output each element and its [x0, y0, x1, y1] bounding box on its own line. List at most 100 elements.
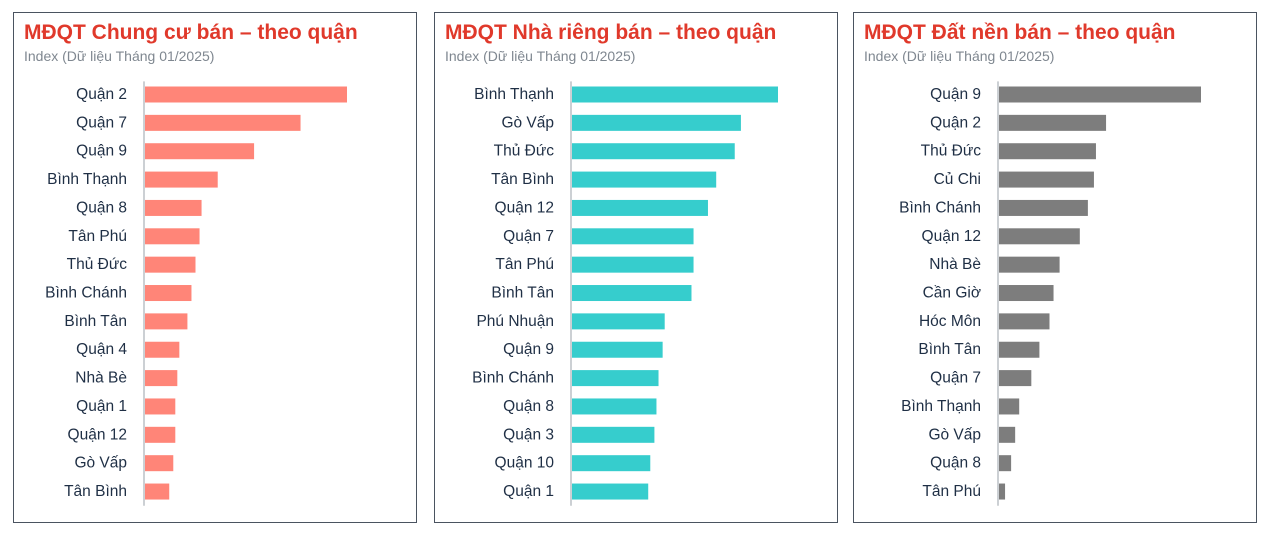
- bar: [999, 398, 1020, 415]
- category-label: Bình Chánh: [899, 199, 981, 216]
- bar: [145, 114, 301, 131]
- bar: [572, 228, 694, 245]
- bar: [999, 285, 1054, 302]
- bar: [999, 171, 1094, 188]
- category-label: Tân Bình: [64, 483, 127, 500]
- category-label: Quận 12: [68, 426, 127, 443]
- category-label: Gò Vấp: [501, 114, 554, 131]
- category-label: Phú Nhuận: [476, 313, 554, 330]
- bar: [145, 426, 176, 443]
- chart-subtitle: Index (Dữ liệu Tháng 01/2025): [24, 48, 215, 64]
- bar: [999, 86, 1201, 103]
- category-label: Quận 9: [930, 86, 981, 103]
- bar: [999, 114, 1107, 131]
- category-label: Quận 12: [922, 228, 981, 245]
- bar: [999, 370, 1032, 387]
- bar: [145, 285, 192, 302]
- bar-plot-chung-cu: Quận 2 Quận 7 Quận 9 Bình Thạnh Quận 8 Tân Ph…: [45, 81, 347, 506]
- category-label: Bình Thạnh: [47, 171, 127, 188]
- category-label: Quận 8: [930, 455, 981, 472]
- category-label: Quận 8: [503, 398, 554, 415]
- bar: [572, 143, 735, 160]
- bar: [145, 143, 255, 160]
- chart-title: MĐQT Nhà riêng bán – theo quận: [445, 21, 777, 44]
- bar: [145, 398, 176, 415]
- bar: [572, 86, 778, 103]
- bar: [145, 256, 196, 273]
- category-label: Quận 12: [495, 199, 554, 216]
- bar: [145, 483, 170, 500]
- bar: [999, 199, 1088, 216]
- category-label: Quận 8: [76, 199, 127, 216]
- bar: [572, 341, 663, 358]
- category-label: Quận 3: [503, 426, 554, 443]
- category-label: Quận 1: [76, 398, 127, 415]
- bar: [999, 483, 1006, 500]
- category-label: Quận 7: [76, 114, 127, 131]
- category-label: Bình Thạnh: [474, 86, 554, 103]
- bar: [572, 114, 741, 131]
- category-label: Thủ Đức: [67, 256, 128, 273]
- category-label: Quận 9: [76, 143, 127, 160]
- bar: [999, 455, 1012, 472]
- bar: [572, 455, 651, 472]
- category-label: Bình Tân: [64, 313, 127, 330]
- bar: [572, 199, 708, 216]
- chart-subtitle: Index (Dữ liệu Tháng 01/2025): [445, 48, 636, 64]
- bar: [145, 455, 174, 472]
- bar: [999, 143, 1096, 160]
- category-label: Bình Tân: [918, 341, 981, 358]
- bar: [145, 171, 218, 188]
- bar: [145, 199, 202, 216]
- category-label: Quận 7: [503, 228, 554, 245]
- bar: [572, 171, 717, 188]
- category-label: Bình Chánh: [45, 285, 127, 302]
- category-label: Tân Phú: [68, 228, 127, 245]
- category-label: Bình Tân: [491, 285, 554, 302]
- category-label: Quận 2: [76, 86, 127, 103]
- bar: [999, 313, 1050, 330]
- category-label: Bình Thạnh: [901, 398, 981, 415]
- category-label: Gò Vấp: [928, 426, 981, 443]
- bar: [999, 341, 1040, 358]
- category-label: Thủ Đức: [921, 143, 982, 160]
- bar: [145, 86, 347, 103]
- chart-title: MĐQT Đất nền bán – theo quận: [864, 21, 1176, 44]
- category-label: Quận 4: [76, 341, 127, 358]
- bar: [999, 426, 1016, 443]
- bar: [572, 426, 655, 443]
- category-label: Hóc Môn: [919, 313, 981, 330]
- bar: [572, 285, 692, 302]
- category-label: Cần Giờ: [923, 285, 981, 302]
- chart-title: MĐQT Chung cư bán – theo quận: [24, 21, 358, 44]
- bar-plot-dat-nen: Quận 9 Quận 2 Thủ Đức Củ Chi Bình Chánh Quận …: [899, 81, 1201, 506]
- category-label: Tân Phú: [922, 483, 981, 500]
- bar: [145, 341, 180, 358]
- bar: [572, 483, 649, 500]
- category-label: Tân Bình: [491, 171, 554, 188]
- category-label: Quận 9: [503, 341, 554, 358]
- bar: [572, 313, 665, 330]
- category-label: Quận 10: [495, 455, 555, 472]
- chart-panel-nha-rieng: MĐQT Nhà riêng bán – theo quận Index (Dữ…: [434, 12, 838, 523]
- bar: [572, 398, 657, 415]
- chart-panel-chung-cu: MĐQT Chung cư bán – theo quận Index (Dữ …: [13, 12, 417, 523]
- category-label: Nhà Bè: [929, 256, 981, 273]
- bar: [145, 370, 178, 387]
- bar-plot-nha-rieng: Bình Thạnh Gò Vấp Thủ Đức Tân Bình Quận 12 Qu…: [472, 81, 778, 506]
- bar: [145, 313, 188, 330]
- category-label: Quận 2: [930, 114, 981, 131]
- category-label: Thủ Đức: [494, 143, 555, 160]
- category-label: Bình Chánh: [472, 370, 554, 387]
- bar: [572, 370, 659, 387]
- category-label: Gò Vấp: [74, 455, 127, 472]
- bar: [999, 256, 1060, 273]
- bar: [999, 228, 1080, 245]
- category-label: Củ Chi: [934, 171, 981, 188]
- bar: [572, 256, 694, 273]
- chart-panel-dat-nen: MĐQT Đất nền bán – theo quận Index (Dữ l…: [853, 12, 1257, 523]
- category-label: Quận 7: [930, 370, 981, 387]
- category-label: Quận 1: [503, 483, 554, 500]
- category-label: Nhà Bè: [75, 370, 127, 387]
- chart-subtitle: Index (Dữ liệu Tháng 01/2025): [864, 48, 1055, 64]
